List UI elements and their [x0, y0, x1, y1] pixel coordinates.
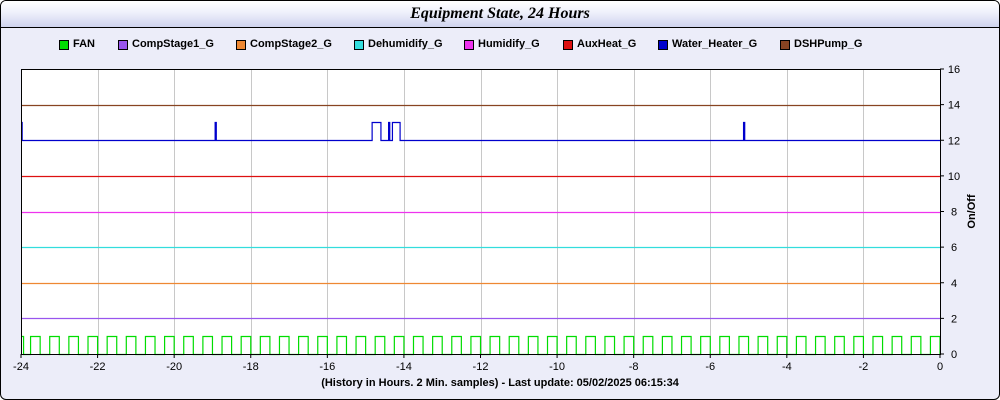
- legend-label-auxheat: AuxHeat_G: [577, 38, 637, 50]
- x-tick-label: 0: [937, 361, 943, 373]
- y-axis-label: On/Off: [966, 194, 978, 229]
- legend: FAN CompStage1_G CompStage2_G Dehumidify…: [1, 38, 999, 52]
- x-axis-ticks: -24 -22 -20 -18 -16 -14 -12 -10 -8 -6 -4 -2 0: [13, 354, 943, 373]
- x-tick-label: -24: [13, 361, 29, 373]
- x-tick-label: -20: [166, 361, 182, 373]
- legend-swatch-dshpump: [780, 40, 790, 50]
- series-line-water-heater-g: [21, 121, 940, 142]
- legend-swatch-fan: [59, 40, 69, 50]
- x-tick-label: -12: [473, 361, 489, 373]
- y-tick-label: 12: [948, 135, 960, 147]
- series-lines: [21, 104, 941, 356]
- legend-label-dehumidify: Dehumidify_G: [368, 38, 443, 50]
- x-axis-caption: (History in Hours. 2 Min. samples) - Las…: [321, 377, 679, 389]
- y-tick-label: 6: [951, 242, 957, 254]
- x-tick-label: -14: [396, 361, 412, 373]
- y-tick-label: 8: [951, 207, 957, 219]
- x-tick-label: -16: [319, 361, 335, 373]
- y-tick-label: 14: [948, 100, 960, 112]
- x-tick-label: -22: [90, 361, 106, 373]
- legend-label-dshpump: DSHPump_G: [794, 38, 863, 50]
- legend-label-compstage1: CompStage1_G: [132, 38, 214, 50]
- legend-swatch-compstage1: [118, 40, 128, 50]
- legend-label-water-heater: Water_Heater_G: [672, 38, 758, 50]
- legend-swatch-water-heater: [658, 40, 668, 50]
- series-line-fan: [21, 335, 941, 356]
- x-tick-label: -2: [859, 361, 869, 373]
- chart-title: Equipment State, 24 Hours: [410, 5, 590, 22]
- title-bar: Equipment State, 24 Hours: [1, 1, 999, 28]
- legend-swatch-compstage2: [236, 40, 246, 50]
- x-tick-label: -6: [705, 361, 715, 373]
- x-tick-label: -18: [243, 361, 259, 373]
- legend-label-fan: FAN: [73, 38, 95, 50]
- y-tick-label: 2: [951, 313, 957, 325]
- y-axis-ticks: 0 2 4 6 8 10 12 14 16: [940, 64, 960, 361]
- x-tick-label: -10: [549, 361, 565, 373]
- legend-swatch-dehumidify: [354, 40, 364, 50]
- plot-background: [21, 69, 940, 354]
- y-tick-label: 10: [948, 171, 960, 183]
- y-tick-label: 0: [951, 349, 957, 361]
- legend-swatch-auxheat: [563, 40, 573, 50]
- legend-label-compstage2: CompStage2_G: [250, 38, 332, 50]
- legend-label-humidify: Humidify_G: [478, 38, 540, 50]
- y-tick-label: 4: [951, 278, 957, 290]
- x-tick-label: -8: [629, 361, 639, 373]
- legend-swatch-humidify: [464, 40, 474, 50]
- x-tick-label: -4: [782, 361, 792, 373]
- y-tick-label: 16: [948, 64, 960, 76]
